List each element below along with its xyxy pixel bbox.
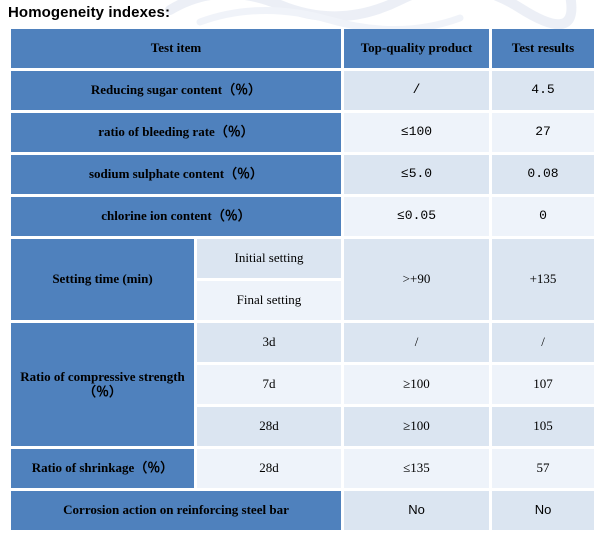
spec-corrosion: No xyxy=(344,491,489,530)
spec-sodium: ≤5.0 xyxy=(344,155,489,194)
result-sodium: 0.08 xyxy=(492,155,594,194)
result-reducing-sugar: 4.5 xyxy=(492,71,594,110)
spec-setting-time: >+90 xyxy=(344,239,489,320)
result-shrinkage: 57 xyxy=(492,449,594,488)
sub-label-final-setting: Final setting xyxy=(197,281,341,320)
table-row: 7d ≥100 107 xyxy=(11,365,594,404)
result-compressive-7d: 107 xyxy=(492,365,594,404)
result-bleeding: 27 xyxy=(492,113,594,152)
spec-chlorine: ≤0.05 xyxy=(344,197,489,236)
age-3d: 3d xyxy=(197,323,341,362)
table-header-row: Test item Top-quality product Test resul… xyxy=(11,29,594,68)
result-chlorine: 0 xyxy=(492,197,594,236)
spec-reducing-sugar: / xyxy=(344,71,489,110)
result-compressive-28d: 105 xyxy=(492,407,594,446)
homogeneity-table: Test item Top-quality product Test resul… xyxy=(8,26,597,533)
table-row: sodium sulphate content（％） ≤5.0 0.08 xyxy=(11,155,594,194)
row-label-bleeding: ratio of bleeding rate（％） xyxy=(11,113,341,152)
spec-compressive-28d: ≥100 xyxy=(344,407,489,446)
table-row: Ratio of compressive strength（％） 3d / / xyxy=(11,323,594,446)
table-row: Ratio of shrinkage（％） 28d ≤135 57 xyxy=(11,449,594,488)
row-label-corrosion: Corrosion action on reinforcing steel ba… xyxy=(11,491,341,530)
row-label-sodium: sodium sulphate content（％） xyxy=(11,155,341,194)
row-label-shrinkage: Ratio of shrinkage（％） xyxy=(11,449,194,488)
header-test-results: Test results xyxy=(492,29,594,68)
sub-label-initial-setting: Initial setting xyxy=(197,239,341,278)
table-row: Corrosion action on reinforcing steel ba… xyxy=(11,491,594,530)
header-top-quality: Top-quality product xyxy=(344,29,489,68)
age-7d: 7d xyxy=(197,365,341,404)
row-label-reducing-sugar: Reducing sugar content（％） xyxy=(11,71,341,110)
spec-bleeding: ≤100 xyxy=(344,113,489,152)
result-setting-time: +135 xyxy=(492,239,594,320)
table-row: Reducing sugar content（％） / 4.5 xyxy=(11,71,594,110)
spec-compressive-7d: ≥100 xyxy=(344,365,489,404)
header-test-item: Test item xyxy=(11,29,341,68)
spec-shrinkage: ≤135 xyxy=(344,449,489,488)
row-label-chlorine: chlorine ion content（％） xyxy=(11,197,341,236)
row-label-compressive: Ratio of compressive strength（％） xyxy=(11,323,194,446)
page-title: Homogeneity indexes: xyxy=(8,4,171,21)
table-row: ratio of bleeding rate（％） ≤100 27 xyxy=(11,113,594,152)
result-corrosion: No xyxy=(492,491,594,530)
spec-compressive-3d: / xyxy=(344,323,489,362)
table-row: chlorine ion content（％） ≤0.05 0 xyxy=(11,197,594,236)
background-watermark xyxy=(165,0,577,30)
age-shrinkage-28d: 28d xyxy=(197,449,341,488)
table-row: Setting time (min) Initial setting >+90 … xyxy=(11,239,594,320)
table-row: 28d ≥100 105 xyxy=(11,407,594,446)
row-label-setting-time: Setting time (min) xyxy=(11,239,194,320)
table-row: Final setting xyxy=(11,281,594,320)
age-28d: 28d xyxy=(197,407,341,446)
result-compressive-3d: / xyxy=(492,323,594,362)
